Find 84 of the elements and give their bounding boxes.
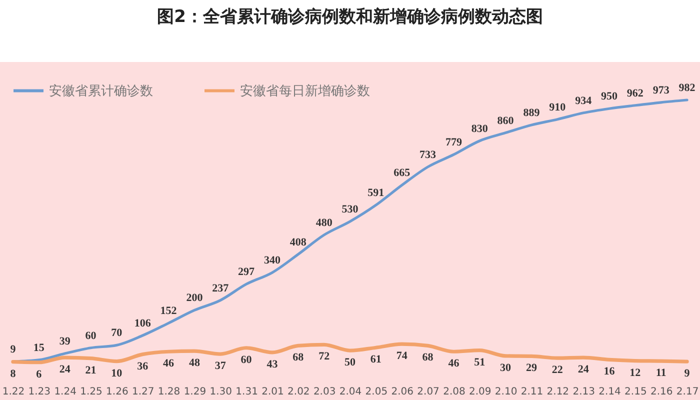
data-label: 106 bbox=[134, 318, 152, 330]
data-label: 72 bbox=[318, 350, 330, 363]
x-tick-label: 1.24 bbox=[54, 386, 76, 398]
data-label: 200 bbox=[186, 292, 204, 304]
data-label: 68 bbox=[422, 352, 434, 364]
data-label: 29 bbox=[526, 362, 538, 374]
data-label: 12 bbox=[630, 366, 642, 379]
x-tick-label: 2.01 bbox=[262, 386, 284, 398]
data-label: 9 bbox=[684, 368, 690, 380]
data-label: 50 bbox=[344, 356, 356, 369]
data-label: 36 bbox=[137, 360, 149, 372]
x-tick-label: 2.05 bbox=[365, 386, 388, 398]
data-label: 60 bbox=[85, 330, 97, 342]
data-label: 665 bbox=[394, 167, 411, 180]
x-tick-label: 2.14 bbox=[598, 386, 621, 398]
x-tick-label: 2.16 bbox=[650, 386, 673, 398]
x-tick-label: 1.28 bbox=[158, 386, 180, 398]
data-label: 950 bbox=[601, 90, 618, 103]
data-label: 68 bbox=[292, 352, 304, 364]
data-label: 910 bbox=[549, 101, 566, 114]
data-label: 9 bbox=[10, 344, 16, 356]
x-tick-label: 2.17 bbox=[676, 386, 699, 398]
x-tick-label: 2.10 bbox=[494, 386, 518, 398]
chart-title: 图2：全省累计确诊病例数和新增确诊病例数动态图 bbox=[157, 7, 543, 27]
data-label: 8 bbox=[10, 368, 16, 380]
data-label: 982 bbox=[678, 82, 696, 94]
data-label: 74 bbox=[396, 350, 408, 362]
data-label: 480 bbox=[316, 216, 333, 229]
x-tick-label: 2.11 bbox=[520, 386, 544, 398]
data-label: 37 bbox=[214, 360, 226, 372]
data-label: 340 bbox=[264, 254, 281, 267]
x-tick-label: 2.06 bbox=[391, 386, 414, 398]
x-tick-label: 2.15 bbox=[624, 386, 647, 398]
data-label: 46 bbox=[163, 358, 175, 370]
data-label: 830 bbox=[471, 122, 488, 135]
x-tick-label: 1.26 bbox=[106, 386, 128, 398]
data-label: 43 bbox=[266, 358, 278, 370]
data-label: 70 bbox=[111, 327, 123, 340]
data-label: 297 bbox=[238, 266, 256, 278]
x-tick-label: 2.04 bbox=[339, 386, 362, 398]
x-tick-label: 1.29 bbox=[184, 386, 206, 398]
data-label: 30 bbox=[500, 362, 512, 374]
data-label: 60 bbox=[240, 354, 252, 366]
x-tick-label: 1.27 bbox=[132, 386, 154, 398]
x-tick-label: 1.25 bbox=[80, 386, 102, 398]
data-label: 11 bbox=[656, 367, 666, 380]
data-label: 889 bbox=[523, 107, 540, 119]
data-label: 16 bbox=[604, 366, 616, 378]
data-label: 22 bbox=[552, 364, 564, 376]
data-label: 860 bbox=[497, 114, 514, 127]
x-tick-label: 2.09 bbox=[468, 386, 492, 398]
data-label: 591 bbox=[368, 187, 384, 200]
data-label: 21 bbox=[85, 364, 96, 376]
data-label: 24 bbox=[59, 364, 71, 376]
data-label: 39 bbox=[59, 336, 71, 348]
legend-label: 安徽省累计确诊数 bbox=[49, 82, 153, 99]
data-label: 152 bbox=[160, 305, 178, 318]
data-label: 779 bbox=[445, 136, 462, 149]
data-label: 408 bbox=[290, 236, 307, 248]
x-tick-label: 1.30 bbox=[210, 386, 232, 398]
data-label: 733 bbox=[420, 148, 437, 161]
x-tick-label: 2.02 bbox=[288, 386, 310, 398]
data-label: 51 bbox=[474, 356, 486, 368]
data-label: 10 bbox=[111, 367, 123, 380]
x-tick-label: 1.31 bbox=[236, 386, 258, 398]
data-label: 61 bbox=[370, 354, 382, 366]
x-tick-label: 2.12 bbox=[546, 386, 570, 398]
x-tick-label: 1.22 bbox=[2, 386, 25, 398]
x-tick-label: 2.08 bbox=[443, 386, 466, 398]
data-label: 46 bbox=[448, 358, 460, 370]
data-label: 530 bbox=[342, 204, 359, 216]
data-label: 934 bbox=[575, 94, 592, 107]
data-label: 237 bbox=[212, 282, 230, 294]
data-label: 973 bbox=[652, 84, 670, 96]
data-label: 962 bbox=[626, 87, 644, 100]
x-tick-label: 1.23 bbox=[28, 386, 51, 398]
x-tick-label: 2.07 bbox=[417, 386, 440, 398]
legend-label: 安徽省每日新增确诊数 bbox=[240, 82, 370, 99]
x-tick-label: 2.03 bbox=[313, 386, 336, 398]
data-label: 48 bbox=[188, 357, 200, 370]
data-label: 24 bbox=[578, 364, 590, 376]
data-label: 6 bbox=[36, 368, 42, 380]
x-tick-label: 2.13 bbox=[572, 386, 595, 398]
data-label: 15 bbox=[33, 342, 45, 354]
